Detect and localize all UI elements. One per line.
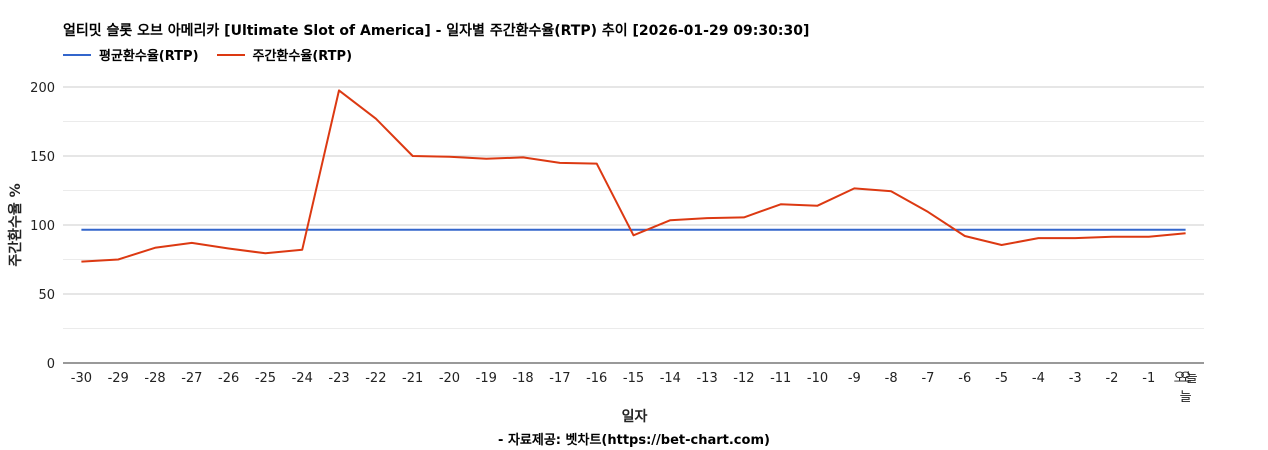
x-tick-label: -19 bbox=[476, 371, 497, 386]
x-tick-label: -29 bbox=[108, 371, 129, 386]
x-tick-label: -27 bbox=[181, 371, 202, 386]
legend-item-average[interactable]: 평균환수율(RTP) bbox=[63, 45, 199, 64]
x-tick-label: -10 bbox=[807, 371, 828, 386]
x-tick-label: -2 bbox=[1105, 371, 1118, 386]
x-tick-label: -12 bbox=[733, 371, 754, 386]
x-axis-title: 일자 bbox=[622, 409, 648, 425]
x-tick-label: -30 bbox=[71, 371, 92, 386]
x-tick-label: 오늘 bbox=[1174, 371, 1198, 386]
x-tick-label: -22 bbox=[365, 371, 386, 386]
legend-swatch-weekly bbox=[216, 53, 245, 56]
y-axis-title: 주간환수율 % bbox=[7, 183, 24, 266]
legend: 평균환수율(RTP) 주간환수율(RTP) bbox=[63, 45, 370, 64]
x-tick-label: -23 bbox=[328, 371, 349, 386]
x-tick-label: -11 bbox=[770, 371, 791, 386]
y-tick-label: 100 bbox=[30, 219, 55, 234]
x-tick-label: -3 bbox=[1069, 371, 1082, 386]
x-tick-label: -18 bbox=[512, 371, 533, 386]
y-tick-label: 200 bbox=[30, 81, 55, 96]
x-tick-label: -17 bbox=[549, 371, 570, 386]
x-tick-label: -16 bbox=[586, 371, 607, 386]
y-tick-label: 150 bbox=[30, 150, 55, 165]
x-tick-label: -13 bbox=[696, 371, 717, 386]
x-tick-label: -20 bbox=[439, 371, 460, 386]
x-tick-label: -25 bbox=[255, 371, 276, 386]
legend-label-average: 평균환수율(RTP) bbox=[99, 49, 199, 64]
y-tick-label: 50 bbox=[38, 288, 55, 303]
x-tick-label: -8 bbox=[885, 371, 898, 386]
legend-label-weekly: 주간환수율(RTP) bbox=[252, 49, 353, 64]
legend-item-weekly[interactable]: 주간환수율(RTP) bbox=[216, 45, 353, 64]
x-tick-label: -1 bbox=[1142, 371, 1155, 386]
x-tick-label: -9 bbox=[848, 371, 861, 386]
series-line-weekly bbox=[81, 89, 1186, 263]
x-tick-label: -24 bbox=[292, 371, 313, 386]
x-tick-label: -28 bbox=[144, 371, 165, 386]
legend-swatch-average bbox=[63, 53, 91, 56]
x-tick-label: -15 bbox=[623, 371, 644, 386]
source-credit: - 자료제공: 벳차트(https://bet-chart.com) bbox=[498, 433, 770, 448]
x-tick-label: -26 bbox=[218, 371, 239, 386]
x-tick-label: -21 bbox=[402, 371, 423, 386]
x-tick-label: -4 bbox=[1032, 371, 1045, 386]
chart-title: 얼티밋 슬롯 오브 아메리카 [Ultimate Slot of America… bbox=[63, 23, 810, 39]
x-tick-label: -14 bbox=[660, 371, 681, 386]
x-tick-label: -5 bbox=[995, 371, 1008, 386]
x-tick-label: -6 bbox=[958, 371, 971, 386]
x-tick-label: -7 bbox=[921, 371, 934, 386]
y-tick-label: 0 bbox=[47, 357, 55, 372]
